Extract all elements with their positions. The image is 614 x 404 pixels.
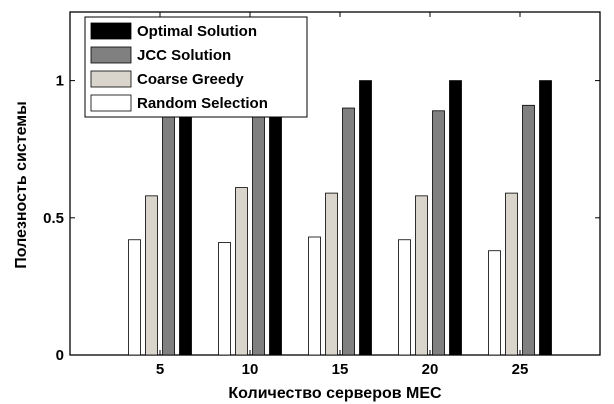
bar-coarse-greedy-20 (415, 195, 428, 356)
bar-optimal-solution-5 (179, 80, 192, 356)
x-tick-label-15: 15 (332, 361, 349, 378)
bars-layer (128, 80, 552, 356)
x-tick-label-5: 5 (156, 361, 164, 378)
legend-label-random-selection: Random Selection (137, 95, 268, 112)
bar-random-selection-10 (218, 242, 231, 356)
bar-optimal-solution-10 (269, 80, 282, 356)
y-tick-label-0.5: 0.5 (43, 210, 64, 227)
x-tick-label-25: 25 (512, 361, 529, 378)
legend-swatch-jcc-solution (90, 46, 132, 64)
legend: Optimal Solution JCC Solution Coarse Greed… (84, 16, 308, 118)
y-tick-label-0: 0 (56, 347, 64, 364)
legend-label-coarse-greedy: Coarse Greedy (137, 71, 244, 88)
x-tick-label-20: 20 (422, 361, 439, 378)
bar-coarse-greedy-5 (145, 195, 158, 356)
legend-swatch-coarse-greedy (90, 70, 132, 88)
legend-swatch-optimal-solution (90, 22, 132, 40)
x-axis: 5 10 15 20 25 (156, 12, 529, 378)
bar-optimal-solution-15 (359, 80, 372, 356)
bar-jcc-solution-20 (432, 110, 445, 356)
x-tick-label-10: 10 (242, 361, 259, 378)
legend-swatch-random-selection (90, 94, 132, 112)
bar-coarse-greedy-25 (505, 192, 518, 356)
bar-random-selection-5 (128, 239, 141, 356)
bar-random-selection-20 (398, 239, 411, 356)
bar-random-selection-15 (308, 236, 321, 356)
bar-optimal-solution-25 (539, 80, 552, 356)
x-axis-label: Количество серверов МЕС (228, 385, 442, 402)
bar-jcc-solution-10 (252, 115, 265, 356)
bar-coarse-greedy-10 (235, 187, 248, 356)
bar-optimal-solution-20 (449, 80, 462, 356)
bar-jcc-solution-25 (522, 104, 535, 356)
y-tick-label-1: 1 (56, 73, 64, 90)
bar-random-selection-25 (488, 250, 501, 356)
bar-coarse-greedy-15 (325, 192, 338, 356)
bar-jcc-solution-5 (162, 104, 175, 356)
bar-jcc-solution-15 (342, 107, 355, 356)
legend-label-optimal-solution: Optimal Solution (137, 23, 257, 40)
y-axis: 00.51 (43, 73, 600, 364)
legend-label-jcc-solution: JCC Solution (137, 47, 231, 64)
y-axis-label: Полезность системы (13, 101, 30, 269)
